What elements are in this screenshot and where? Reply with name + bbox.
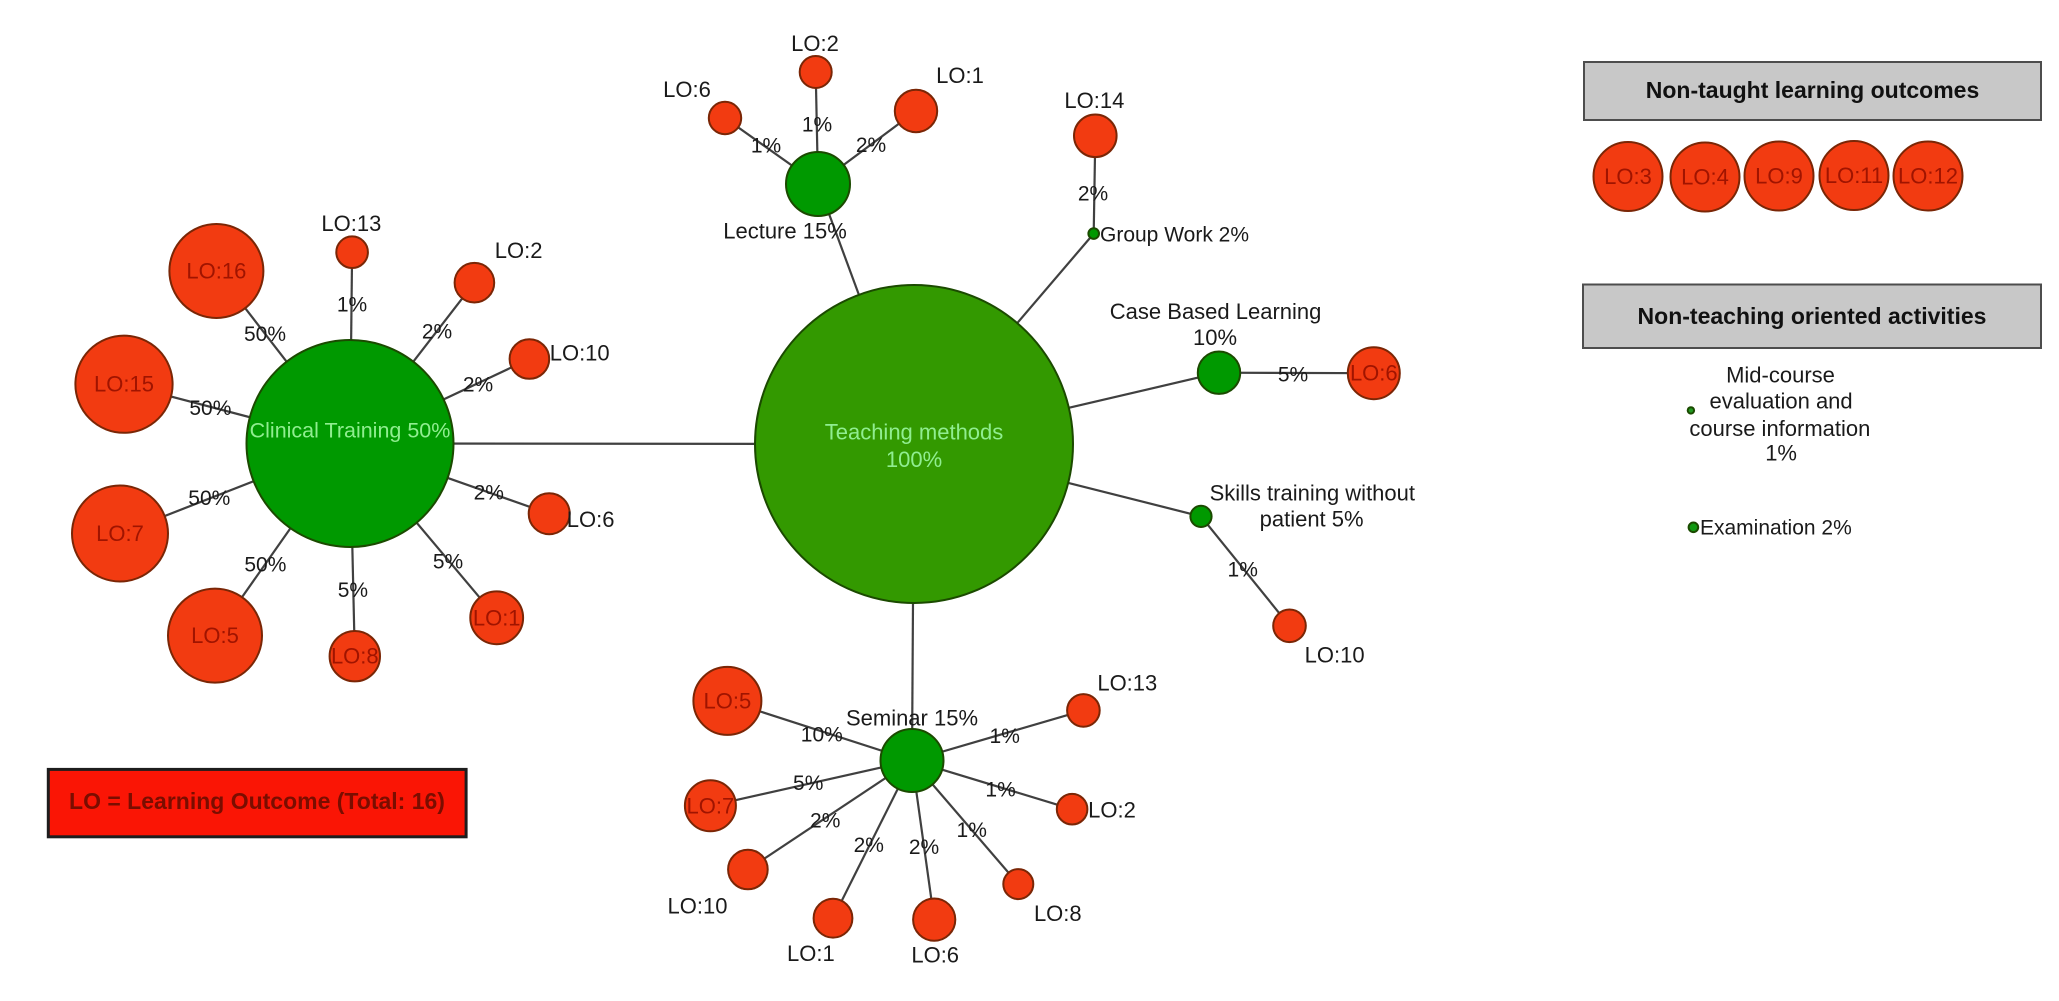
svg-text:50%: 50% [244, 554, 286, 577]
svg-text:Mid-course: Mid-course [1726, 363, 1835, 388]
svg-text:1%: 1% [985, 779, 1015, 802]
svg-text:2%: 2% [1078, 182, 1108, 205]
svg-text:LO:15: LO:15 [94, 372, 154, 397]
svg-text:2%: 2% [810, 809, 840, 832]
svg-text:LO:13: LO:13 [321, 211, 381, 236]
svg-text:2%: 2% [463, 374, 493, 397]
svg-text:LO:1: LO:1 [473, 605, 521, 630]
svg-text:LO:6: LO:6 [567, 507, 615, 532]
svg-text:LO:1: LO:1 [787, 941, 835, 966]
svg-text:LO:8: LO:8 [1034, 901, 1082, 926]
svg-text:1%: 1% [751, 134, 781, 157]
svg-text:1%: 1% [957, 819, 987, 842]
svg-text:1%: 1% [1228, 559, 1258, 582]
svg-text:50%: 50% [244, 323, 286, 346]
svg-text:LO:6: LO:6 [1350, 361, 1398, 386]
svg-text:patient 5%: patient 5% [1260, 507, 1364, 532]
svg-text:LO:1: LO:1 [936, 63, 984, 88]
svg-text:Seminar 15%: Seminar 15% [846, 705, 978, 730]
svg-text:LO:10: LO:10 [668, 893, 728, 918]
svg-text:Non-teaching oriented activiti: Non-teaching oriented activities [1638, 303, 1987, 329]
svg-text:10%: 10% [801, 724, 843, 747]
svg-text:LO = Learning Outcome (Total:: LO = Learning Outcome (Total: 16) [69, 788, 445, 814]
svg-text:LO:14: LO:14 [1064, 88, 1124, 113]
svg-text:5%: 5% [793, 772, 823, 795]
svg-text:2%: 2% [422, 321, 452, 344]
svg-text:5%: 5% [433, 551, 463, 574]
svg-text:Skills training without: Skills training without [1210, 481, 1415, 506]
svg-text:50%: 50% [189, 397, 231, 420]
svg-text:2%: 2% [474, 481, 504, 504]
svg-text:LO:8: LO:8 [331, 644, 379, 669]
svg-text:10%: 10% [1193, 325, 1237, 350]
svg-text:LO:3: LO:3 [1604, 164, 1652, 189]
svg-text:LO:5: LO:5 [191, 623, 239, 648]
svg-text:Examination 2%: Examination 2% [1700, 517, 1852, 540]
svg-text:2%: 2% [854, 834, 884, 857]
svg-text:5%: 5% [1278, 364, 1308, 387]
svg-text:LO:6: LO:6 [911, 943, 959, 968]
svg-text:Case Based Learning: Case Based Learning [1110, 299, 1322, 324]
svg-text:LO:9: LO:9 [1755, 164, 1803, 189]
svg-text:1%: 1% [1765, 441, 1797, 466]
svg-text:LO:10: LO:10 [550, 340, 610, 365]
svg-text:evaluation and: evaluation and [1710, 389, 1853, 414]
svg-text:LO:11: LO:11 [1825, 163, 1883, 188]
svg-text:LO:6: LO:6 [663, 77, 711, 102]
svg-text:course information: course information [1689, 416, 1870, 441]
svg-text:LO:5: LO:5 [704, 688, 752, 713]
svg-text:50%: 50% [188, 487, 230, 510]
svg-text:100%: 100% [886, 447, 942, 472]
svg-text:LO:7: LO:7 [687, 793, 735, 818]
svg-text:LO:2: LO:2 [791, 31, 839, 56]
svg-text:1%: 1% [802, 113, 832, 136]
svg-text:Non-taught learning outcomes: Non-taught learning outcomes [1646, 77, 1980, 103]
svg-text:LO:7: LO:7 [96, 521, 144, 546]
svg-text:LO:2: LO:2 [495, 238, 543, 263]
svg-text:Clinical Training 50%: Clinical Training 50% [250, 419, 451, 443]
svg-text:Group Work 2%: Group Work 2% [1100, 223, 1249, 246]
svg-text:LO:2: LO:2 [1088, 797, 1136, 822]
svg-text:1%: 1% [337, 294, 367, 317]
svg-text:1%: 1% [990, 725, 1020, 748]
svg-text:LO:13: LO:13 [1097, 671, 1157, 696]
svg-text:Lecture 15%: Lecture 15% [723, 219, 847, 244]
svg-text:LO:16: LO:16 [186, 259, 246, 284]
svg-text:Teaching methods: Teaching methods [825, 420, 1004, 445]
svg-text:LO:4: LO:4 [1681, 165, 1729, 190]
svg-text:LO:10: LO:10 [1305, 643, 1365, 668]
svg-text:2%: 2% [856, 134, 886, 157]
svg-text:2%: 2% [909, 836, 939, 859]
svg-text:5%: 5% [338, 579, 368, 602]
svg-text:LO:12: LO:12 [1898, 164, 1958, 189]
